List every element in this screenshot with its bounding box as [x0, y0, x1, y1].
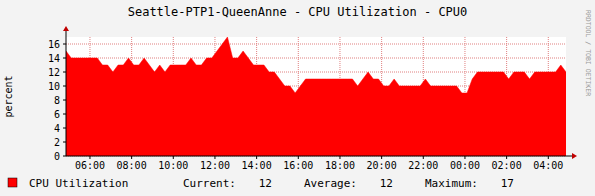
x-axis — [66, 156, 572, 157]
axes — [63, 26, 577, 159]
legend-stat-label: Maximum: — [425, 177, 478, 190]
x-tick-label: 14:00 — [242, 160, 272, 171]
y-tick-label: 16 — [48, 39, 60, 50]
legend-stat-value: 17 — [501, 177, 514, 190]
plot-area — [66, 37, 566, 156]
legend: CPU Utilization Current: 12 Average: 12 Maxim… — [8, 177, 514, 190]
grid — [63, 37, 566, 159]
y-tick-label: 0 — [54, 151, 60, 162]
legend-stat-label: Average: — [304, 177, 357, 190]
x-arrow — [572, 153, 577, 159]
legend-stat-value: 12 — [380, 177, 393, 190]
x-tick-label: 04:00 — [533, 160, 563, 171]
y-grid-line — [66, 58, 566, 59]
legend-stat-label: Current: — [183, 177, 236, 190]
x-tick-label: 18:00 — [325, 160, 355, 171]
area — [66, 37, 566, 156]
x-tick-label: 12:00 — [200, 160, 230, 171]
y-tick-label: 14 — [48, 53, 60, 64]
x-tick-label: 06:00 — [75, 160, 105, 171]
x-tick-label: 02:00 — [492, 160, 522, 171]
x-tick-label: 16:00 — [283, 160, 313, 171]
y-tick-label: 4 — [54, 123, 60, 134]
x-tick-label: 20:00 — [367, 160, 397, 171]
y-axis-label: percent — [3, 75, 14, 117]
data-group — [66, 37, 566, 156]
y-tick-label: 6 — [54, 109, 60, 120]
y-axis — [66, 31, 67, 156]
y-arrow — [63, 26, 69, 31]
legend-label: CPU Utilization — [29, 177, 128, 190]
x-tick-label: 22:00 — [408, 160, 438, 171]
y-tick-label: 12 — [48, 67, 60, 78]
x-tick-label: 08:00 — [117, 160, 147, 171]
legend-swatch — [8, 178, 17, 187]
y-tick-label: 8 — [54, 95, 60, 106]
background — [0, 0, 595, 196]
watermark: RRDTOOL / TOBI OETIKER — [584, 10, 592, 96]
y-grid-line — [66, 44, 566, 45]
y-tick-label: 10 — [48, 81, 60, 92]
title: Seattle-PTP1-QueenAnne - CPU Utilization… — [128, 5, 468, 19]
y-tick-label: 2 — [54, 137, 60, 148]
chart: Seattle-PTP1-QueenAnne - CPU Utilization… — [0, 0, 595, 196]
x-tick-label: 10:00 — [158, 160, 188, 171]
x-tick-label: 00:00 — [450, 160, 480, 171]
legend-stat-value: 12 — [259, 177, 272, 190]
